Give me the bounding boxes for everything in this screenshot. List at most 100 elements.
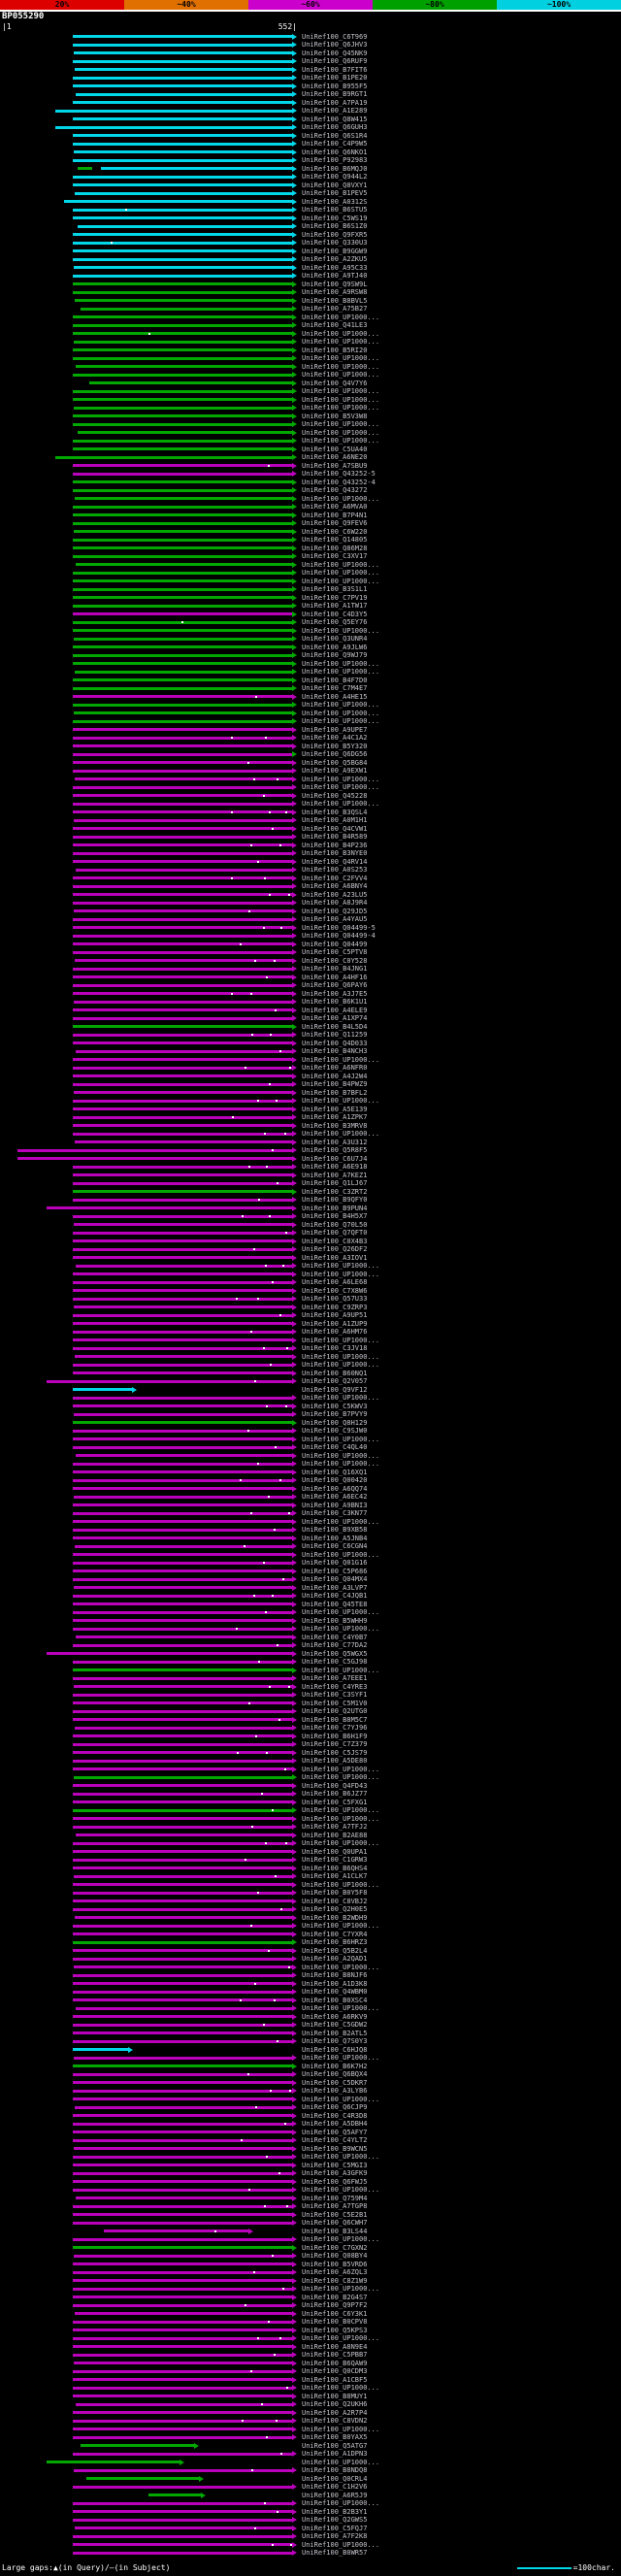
hit-label[interactable]: UniRef100_Q7QFT0	[302, 1229, 368, 1237]
hit-label[interactable]: UniRef100_A2ZKU5	[302, 255, 368, 263]
hit-label[interactable]: UniRef100_B7P4N1	[302, 511, 368, 519]
alignment-bar[interactable]	[72, 1693, 292, 1697]
hit-label[interactable]: UniRef100_C7GXN2	[302, 2243, 368, 2252]
alignment-bar[interactable]	[72, 1247, 292, 1251]
hit-label[interactable]: UniRef100_UP1000...	[302, 1130, 380, 1138]
hit-label[interactable]: UniRef100_Q0CDM3	[302, 2367, 368, 2375]
hit-label[interactable]: UniRef100_Q0UPA1	[302, 1847, 368, 1856]
hit-label[interactable]: UniRef100_C5P686	[302, 1567, 368, 1575]
hit-label[interactable]: UniRef100_UP1000...	[302, 329, 380, 338]
alignment-bar[interactable]	[72, 472, 292, 476]
alignment-bar[interactable]	[75, 1726, 292, 1730]
alignment-bar[interactable]	[73, 1223, 292, 1226]
hit-label[interactable]: UniRef100_UP1000...	[302, 2334, 380, 2342]
alignment-bar[interactable]	[72, 629, 292, 632]
alignment-bar[interactable]	[72, 2204, 292, 2208]
alignment-bar[interactable]	[72, 2452, 292, 2456]
alignment-bar[interactable]	[54, 455, 292, 459]
alignment-bar[interactable]	[72, 1346, 292, 1350]
hit-label[interactable]: UniRef100_Q5AFY7	[302, 2128, 368, 2136]
alignment-bar[interactable]	[73, 637, 292, 641]
hit-label[interactable]: UniRef100_A3GFK9	[302, 2169, 368, 2177]
alignment-bar[interactable]	[72, 1627, 292, 1631]
alignment-bar[interactable]	[72, 1808, 292, 1812]
alignment-bar[interactable]	[72, 1891, 292, 1895]
alignment-bar[interactable]	[72, 1503, 292, 1506]
hit-label[interactable]: UniRef100_B5WHH9	[302, 1616, 368, 1625]
alignment-bar[interactable]	[72, 1577, 292, 1581]
hit-label[interactable]: UniRef100_UP1000...	[302, 494, 380, 503]
hit-label[interactable]: UniRef100_B2ATL5	[302, 2029, 368, 2037]
hit-label[interactable]: UniRef100_UP1000...	[302, 1270, 380, 1278]
hit-label[interactable]: UniRef100_C5DKR7	[302, 2078, 368, 2087]
hit-label[interactable]: UniRef100_B2WDH9	[302, 1913, 368, 1922]
hit-label[interactable]: UniRef100_C4YLT2	[302, 2136, 368, 2144]
hit-label[interactable]: UniRef100_C3SYF1	[302, 1691, 368, 1699]
hit-label[interactable]: UniRef100_B3LS44	[302, 2227, 368, 2235]
hit-label[interactable]: UniRef100_C4QL40	[302, 1443, 368, 1451]
alignment-bar[interactable]	[72, 983, 292, 987]
hit-label[interactable]: UniRef100_A3U312	[302, 1138, 368, 1146]
alignment-bar[interactable]	[72, 356, 292, 360]
alignment-bar[interactable]	[76, 1264, 292, 1268]
hit-label[interactable]: UniRef100_P92983	[302, 156, 368, 164]
alignment-bar[interactable]	[89, 381, 292, 384]
alignment-bar[interactable]	[75, 1140, 292, 1143]
hit-label[interactable]: UniRef100_UP1000...	[302, 1839, 380, 1847]
alignment-bar[interactable]	[73, 1412, 292, 1416]
hit-label[interactable]: UniRef100_B4JNG1	[302, 965, 368, 973]
hit-label[interactable]: UniRef100_B6QAW9	[302, 2359, 368, 2367]
hit-label[interactable]: UniRef100_B7PVY9	[302, 1410, 368, 1418]
alignment-bar[interactable]	[72, 769, 292, 773]
alignment-bar[interactable]	[72, 1272, 292, 1275]
alignment-bar[interactable]	[72, 1800, 292, 1803]
alignment-bar[interactable]	[72, 2501, 292, 2505]
alignment-bar[interactable]	[72, 736, 292, 740]
hit-label[interactable]: UniRef100_A0S253	[302, 866, 368, 874]
alignment-bar[interactable]	[72, 2237, 292, 2241]
hit-label[interactable]: UniRef100_C7YJ96	[302, 1724, 368, 1732]
hit-label[interactable]: UniRef100_A1D3K8	[302, 1979, 368, 1988]
alignment-bar[interactable]	[72, 59, 292, 63]
alignment-bar[interactable]	[73, 1091, 292, 1094]
alignment-bar[interactable]	[72, 703, 292, 707]
alignment-bar[interactable]	[72, 2064, 292, 2067]
hit-label[interactable]: UniRef100_UP1000...	[302, 362, 380, 371]
hit-label[interactable]: UniRef100_UP1000...	[302, 1352, 380, 1361]
hit-label[interactable]: UniRef100_C77DA2	[302, 1641, 368, 1649]
alignment-bar[interactable]	[72, 2287, 292, 2291]
hit-label[interactable]: UniRef100_Q04499-5	[302, 923, 376, 932]
hit-label[interactable]: UniRef100_B0Y5F8	[302, 1889, 368, 1897]
alignment-bar[interactable]	[72, 1841, 292, 1845]
hit-label[interactable]: UniRef100_B4P236	[302, 841, 368, 849]
hit-label[interactable]: UniRef100_UP1000...	[302, 2458, 380, 2466]
alignment-bar[interactable]	[72, 1718, 292, 1721]
alignment-bar[interactable]	[72, 1322, 292, 1325]
alignment-bar[interactable]	[72, 571, 292, 575]
hit-label[interactable]: UniRef100_A2QAD1	[302, 1955, 368, 1963]
hit-label[interactable]: UniRef100_C4JQB1	[302, 1592, 368, 1600]
alignment-bar[interactable]	[72, 1817, 292, 1820]
hit-label[interactable]: UniRef100_B0WR57	[302, 2549, 368, 2557]
alignment-bar[interactable]	[46, 2460, 180, 2463]
alignment-bar[interactable]	[72, 942, 292, 945]
alignment-bar[interactable]	[76, 1049, 292, 1053]
alignment-bar[interactable]	[72, 323, 292, 327]
alignment-bar[interactable]	[72, 1709, 292, 1713]
alignment-bar[interactable]	[72, 1462, 292, 1466]
hit-label[interactable]: UniRef100_A0M1H1	[302, 816, 368, 824]
hit-label[interactable]: UniRef100_B2B3Y1	[302, 2507, 368, 2516]
hit-label[interactable]: UniRef100_UP1000...	[302, 1608, 380, 1616]
hit-label[interactable]: UniRef100_UP1000...	[302, 668, 380, 676]
alignment-bar[interactable]	[72, 1907, 292, 1911]
alignment-bar[interactable]	[72, 183, 292, 186]
hit-label[interactable]: UniRef100_UP1000...	[302, 2153, 380, 2161]
alignment-bar[interactable]	[72, 2031, 292, 2034]
hit-label[interactable]: UniRef100_C5JS79	[302, 1748, 368, 1757]
alignment-bar[interactable]	[73, 2056, 292, 2060]
alignment-bar[interactable]	[63, 200, 292, 203]
hit-label[interactable]: UniRef100_A6RKV9	[302, 2012, 368, 2021]
hit-label[interactable]: UniRef100_Q5ATG7	[302, 2441, 368, 2450]
hit-label[interactable]: UniRef100_UP1000...	[302, 387, 380, 395]
hit-label[interactable]: UniRef100_UP1000...	[302, 1666, 380, 1674]
